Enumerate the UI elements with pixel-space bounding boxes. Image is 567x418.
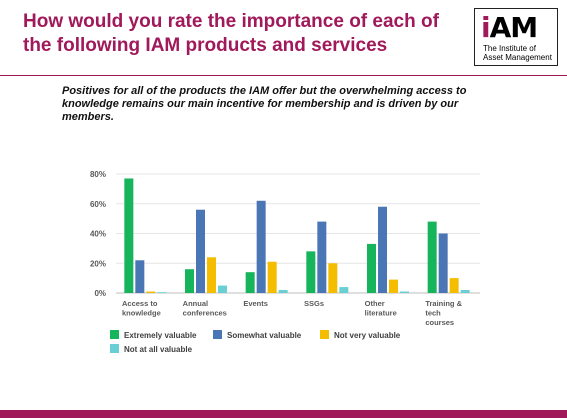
legend-swatch	[213, 330, 222, 339]
x-tick-label-line: Training &	[425, 299, 462, 308]
bar	[185, 269, 194, 293]
iam-logo-mark: iAM	[481, 11, 538, 44]
y-tick-label: 40%	[90, 230, 106, 239]
iam-logo-text: The Institute of Asset Management	[483, 44, 557, 62]
bar	[339, 287, 349, 293]
x-tick-label-line: tech	[425, 309, 441, 318]
footer-bar	[0, 410, 567, 418]
bar	[207, 257, 216, 293]
bar	[306, 251, 316, 293]
grouped-bar-chart: 0% 20% 40% 60% 80% Access to knowledge Annual co…	[76, 160, 486, 360]
x-tick-label-line: SSGs	[304, 299, 324, 308]
x-tick-label: Annual conferences	[183, 299, 227, 318]
bar	[378, 206, 387, 293]
iam-logo: iAM The Institute of Asset Management	[474, 8, 558, 66]
x-tick-label: SSGs	[304, 299, 324, 308]
slide-title: How would you rate the importance of eac…	[23, 11, 439, 56]
bar	[449, 278, 459, 293]
bar	[460, 290, 470, 293]
legend-label: Somewhat valuable	[227, 331, 302, 340]
x-tick-label-line: literature	[365, 309, 397, 318]
bar	[196, 209, 205, 293]
y-tick-label: 60%	[90, 200, 106, 209]
y-tick-label: 20%	[90, 259, 106, 268]
legend-label: Not at all valuable	[124, 345, 193, 354]
bar	[256, 200, 266, 293]
slide-subtitle: Positives for all of the products the IA…	[62, 85, 467, 123]
legend-swatch	[110, 330, 119, 339]
bar	[389, 279, 398, 293]
y-tick-label: 80%	[90, 170, 106, 179]
bar	[367, 243, 376, 293]
x-tick-label-line: Annual	[183, 299, 208, 308]
legend-swatch	[320, 330, 329, 339]
bar	[317, 221, 327, 293]
header-divider	[0, 75, 567, 76]
bar	[124, 178, 134, 293]
x-tick-label: Other literature	[365, 299, 397, 318]
bar	[438, 233, 448, 293]
bar	[267, 261, 277, 293]
x-tick-label-line: Other	[365, 299, 385, 308]
y-tick-label: 0%	[94, 289, 106, 298]
bar	[157, 292, 167, 293]
x-tick-label: Training & tech courses	[425, 299, 462, 327]
bar	[278, 290, 288, 293]
legend-label: Not very valuable	[334, 331, 401, 340]
legend-swatch	[110, 344, 119, 353]
x-tick-label-line: Access to	[122, 299, 158, 308]
x-tick-label: Events	[243, 299, 268, 308]
x-tick-label-line: knowledge	[122, 309, 161, 318]
bar	[218, 285, 227, 293]
bar	[427, 221, 437, 293]
x-tick-label-line: Events	[243, 299, 268, 308]
bar	[328, 263, 338, 293]
x-tick-label-line: conferences	[183, 309, 227, 318]
bar	[400, 291, 409, 293]
bar	[146, 291, 156, 293]
x-tick-label-line: courses	[425, 318, 454, 327]
legend-label: Extremely valuable	[124, 331, 197, 340]
bar	[245, 272, 255, 293]
x-tick-label: Access to knowledge	[122, 299, 161, 318]
logo-text-line1: The Institute of	[483, 44, 536, 53]
logo-text-line2: Asset Management	[483, 53, 552, 62]
bar	[135, 260, 145, 293]
